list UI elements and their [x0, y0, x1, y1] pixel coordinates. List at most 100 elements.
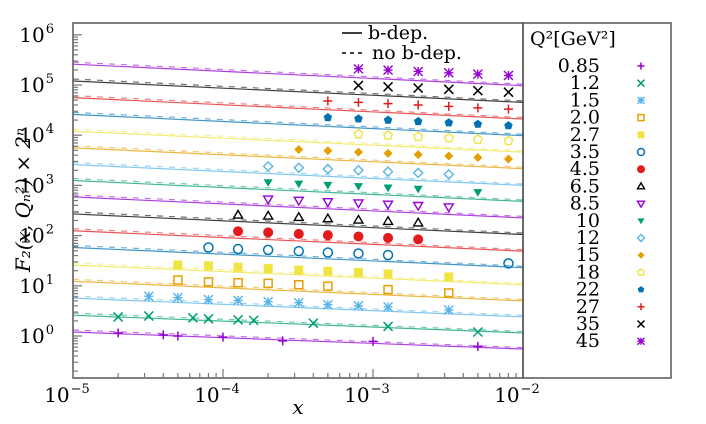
curve-no-b-dep [72, 145, 524, 168]
series-q2-15 [294, 144, 513, 164]
legend-entry-label: 12 [576, 227, 600, 249]
series-q2-45 [353, 63, 514, 81]
legend-title: Q²[GeV²] [530, 28, 616, 50]
legend-marker-icon [637, 113, 645, 122]
series-q2-18 [353, 128, 514, 146]
legend-entry-label: 3.5 [570, 141, 600, 163]
legend-entry-label: 27 [576, 296, 600, 318]
y-tick-label: 101 [19, 273, 54, 298]
curve-no-b-dep [72, 295, 524, 317]
x-axis: 10−5 10−4 10−3 10−2 [44, 369, 540, 407]
x-tick-label: 10−3 [344, 382, 390, 407]
legend-entry-label: 2.7 [570, 124, 600, 146]
series-q2-10 [263, 179, 483, 197]
legend-solid-label: b-dep. [368, 22, 428, 44]
series-q2-6.5 [232, 209, 424, 227]
curve-b-dep [72, 196, 524, 219]
curve-b-dep [72, 213, 524, 236]
curve-no-b-dep [72, 244, 524, 267]
curve-no-b-dep [72, 78, 524, 102]
y-axis-title: F₂(x, Qₙ²) × 2ⁿ [11, 128, 35, 273]
legend-marker-icon [637, 96, 645, 105]
legend-entry: 2.7 [570, 124, 645, 146]
legend-entry: 15 [576, 244, 645, 266]
legend-marker-icon [637, 337, 645, 346]
curve-b-dep [72, 97, 524, 120]
legend-entry: 6.5 [570, 175, 646, 197]
series-q2-1.5 [143, 291, 454, 315]
legend-marker-icon [637, 165, 645, 174]
legend-entry: 3.5 [570, 141, 646, 163]
legend-marker-icon [636, 319, 646, 329]
curve-no-b-dep [72, 61, 524, 85]
data-points [113, 63, 514, 351]
legend-marker-icon [636, 233, 646, 243]
legend-entry: 1.2 [570, 72, 646, 94]
legend-entry-label: 8.5 [570, 193, 600, 215]
legend-entry: 0.85 [558, 55, 645, 77]
model-curves [72, 61, 524, 350]
legend-marker-icon [637, 218, 645, 225]
legend-marker-icon [637, 62, 645, 70]
legend-box [522, 22, 672, 379]
x-tick-label: 10−2 [494, 382, 540, 407]
curve-no-b-dep [72, 111, 524, 135]
curve-b-dep [72, 130, 524, 153]
curve-b-dep [72, 297, 524, 318]
curve-b-dep [72, 63, 524, 87]
legend-entry: 18 [576, 261, 646, 283]
legend-dashed-label: no b-dep. [372, 42, 462, 64]
series-q2-2.7 [173, 260, 454, 282]
legend-entry: 45 [576, 330, 645, 352]
curve-b-dep [72, 147, 524, 170]
q2-legend: Q²[GeV²] 0.851.21.52.02.73.54.56.58.5101… [522, 22, 672, 379]
legend-entry: 4.5 [570, 158, 645, 180]
legend-marker-icon [636, 79, 646, 88]
curve-b-dep [72, 246, 524, 269]
legend-entries: 0.851.21.52.02.73.54.56.58.5101215182227… [558, 55, 646, 352]
curve-b-dep [72, 314, 524, 334]
y-tick-label: 100 [19, 323, 54, 348]
curve-b-dep [72, 179, 524, 203]
legend-marker-icon [636, 200, 646, 209]
legend-marker-icon [637, 251, 645, 259]
legend-entry-label: 18 [576, 261, 600, 283]
curve-no-b-dep [72, 312, 524, 333]
curve-no-b-dep [72, 95, 524, 119]
curve-b-dep [72, 331, 524, 350]
series-q2-35 [353, 80, 514, 98]
legend-entry: 27 [576, 296, 645, 318]
legend-entry-label: 1.5 [570, 89, 600, 111]
series-q2-22 [323, 113, 513, 130]
curve-no-b-dep [72, 211, 524, 234]
legend-entry: 12 [576, 227, 646, 249]
legend-marker-icon [636, 147, 646, 157]
legend-marker-icon [637, 286, 645, 293]
curve-b-dep [72, 280, 524, 302]
curve-no-b-dep [72, 329, 524, 349]
series-q2-3.5 [203, 242, 514, 269]
curve-b-dep [72, 230, 524, 252]
series-q2-8.5 [262, 195, 455, 213]
x-tick-label: 10−5 [44, 382, 90, 407]
legend-marker-icon [637, 131, 645, 139]
legend-entry-label: 22 [576, 279, 600, 301]
legend-entry: 1.5 [570, 89, 645, 111]
x-axis-title: x [292, 395, 303, 419]
legend-marker-icon [636, 268, 646, 276]
series-q2-12 [262, 160, 455, 180]
legend-entry-label: 15 [576, 244, 600, 266]
series-q2-4.5 [233, 226, 424, 245]
legend-entry: 2.0 [570, 107, 645, 129]
line-style-legend: b-dep. no b-dep. [342, 22, 462, 64]
series-q2-1.2 [113, 310, 483, 338]
series-q2-2.0 [173, 275, 454, 298]
curve-no-b-dep [72, 278, 524, 301]
legend-entry-label: 4.5 [570, 158, 600, 180]
curve-no-b-dep [72, 194, 524, 218]
curve-no-b-dep [72, 128, 524, 152]
legend-marker-icon [637, 303, 645, 311]
legend-entry-label: 0.85 [558, 55, 600, 77]
x-tick-label: 10−4 [194, 382, 240, 407]
legend-entry: 8.5 [570, 193, 646, 215]
